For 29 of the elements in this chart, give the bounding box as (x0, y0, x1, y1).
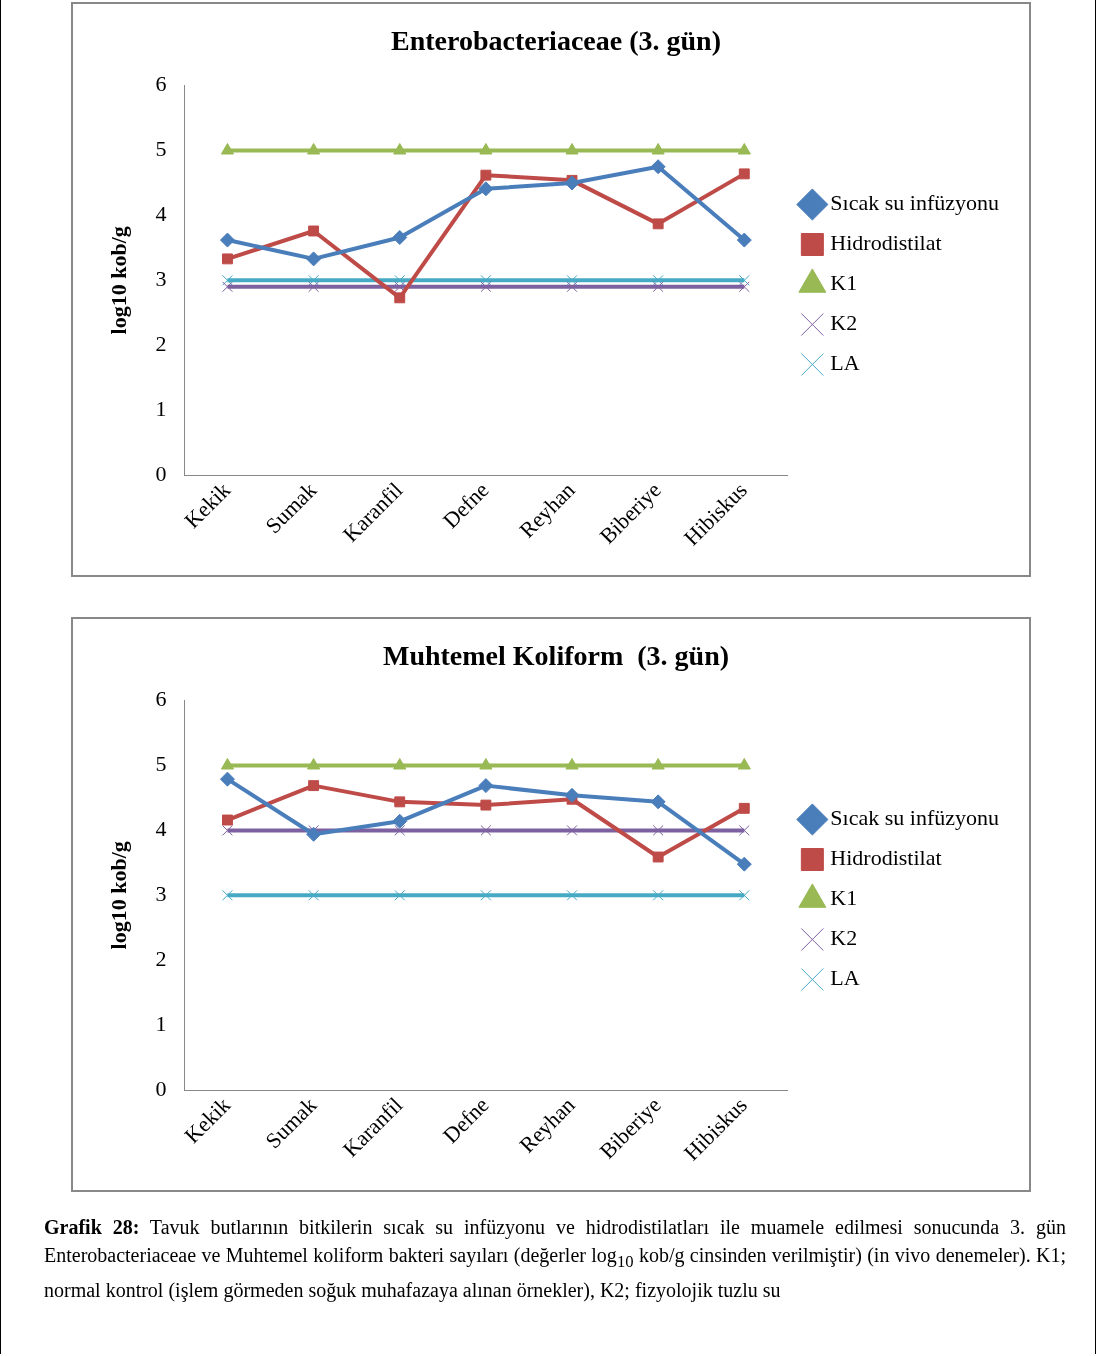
legend-label: K2 (830, 925, 858, 951)
y-tick-label: 6 (155, 686, 167, 712)
y-tick-label: 3 (155, 881, 167, 907)
y-tick-label: 5 (155, 136, 167, 162)
y-tick-label: 2 (155, 945, 167, 971)
legend-label: LA (830, 350, 860, 376)
y-tick-label: 5 (155, 751, 167, 777)
y-tick-label: 2 (155, 330, 167, 356)
chart-title: Enterobacteriaceae (3. gün) (391, 25, 721, 57)
legend-label: Hidrodistilat (830, 230, 942, 256)
legend-label: Sıcak su infüzyonu (830, 190, 1000, 216)
y-tick-label: 0 (155, 1075, 167, 1101)
y-tick-label: 1 (155, 395, 167, 421)
y-axis-title: log10 kob/g (105, 226, 131, 335)
legend-label: K1 (830, 270, 858, 296)
y-tick-label: 4 (155, 201, 167, 227)
legend-label: Sıcak su infüzyonu (830, 805, 1000, 831)
text: Grafik 28: Tavuk butlarının bitkilerin sıcak su infüzyonu ve hidrodistilatları ile muamele edilmesi sonucunda 3. gün Enterobacteriaceae ve Muhtemel koliform bakteri sayıları (değerler log$_{10}$ kob/g cinsinden verilmiştir) (in vivo denemeler). K1; normal kontrol (işlem görmeden soğuk muhafazaya alınan örnekler), K2; fizyolojik tuzlu su (44, 1215, 1067, 1304)
y-tick-label: 0 (155, 460, 167, 486)
legend-label: K1 (830, 885, 858, 911)
chart-title: Muhtemel Koliform (3. gün) (382, 640, 730, 672)
y-tick-label: 6 (155, 71, 167, 97)
y-tick-label: 3 (155, 266, 167, 292)
legend-label: Hidrodistilat (830, 845, 942, 871)
y-axis-title: log10 kob/g (105, 841, 131, 950)
y-tick-label: 1 (155, 1010, 167, 1036)
legend-label: K2 (830, 310, 858, 336)
legend-label: LA (830, 965, 860, 991)
y-tick-label: 4 (155, 816, 167, 842)
